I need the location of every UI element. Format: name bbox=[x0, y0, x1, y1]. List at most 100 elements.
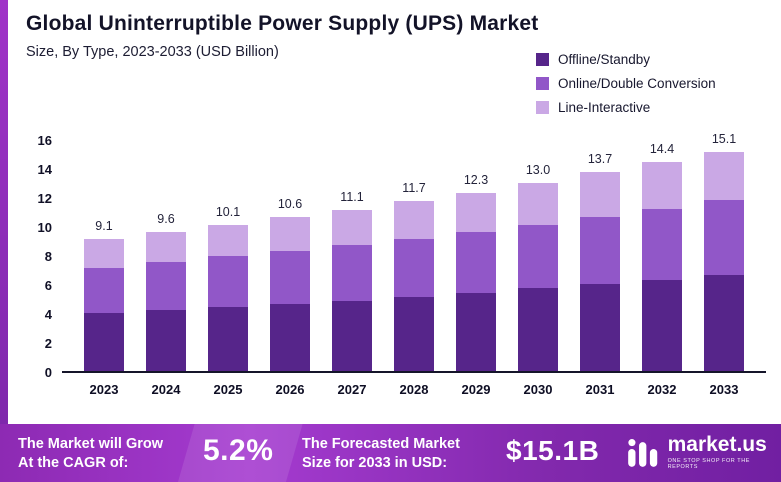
legend-label: Online/Double Conversion bbox=[558, 76, 716, 91]
bar-2029: 12.3 bbox=[456, 173, 496, 371]
bar-segment bbox=[456, 192, 496, 232]
bar-2033: 15.1 bbox=[704, 132, 744, 371]
bar-2030: 13.0 bbox=[518, 163, 558, 371]
bar-segment bbox=[146, 262, 186, 311]
bar-segment bbox=[146, 231, 186, 263]
legend-swatch bbox=[536, 101, 549, 114]
x-axis-label: 2025 bbox=[213, 382, 243, 397]
chart-header: Global Uninterruptible Power Supply (UPS… bbox=[26, 12, 539, 60]
brand-logo: market.us ONE STOP SHOP FOR THE REPORTS bbox=[626, 433, 781, 470]
bar-total-label: 12.3 bbox=[463, 172, 489, 187]
bar-segment bbox=[704, 275, 744, 371]
bar-2027: 11.1 bbox=[332, 190, 372, 371]
bar-total-label: 14.4 bbox=[649, 142, 675, 157]
y-tick-label: 4 bbox=[44, 307, 52, 322]
x-axis-label: 2027 bbox=[337, 382, 367, 397]
page-subtitle: Size, By Type, 2023-2033 (USD Billion) bbox=[26, 44, 279, 60]
bar-2028: 11.7 bbox=[394, 181, 434, 371]
bar-segment bbox=[270, 250, 310, 305]
bar-total-label: 13.0 bbox=[525, 162, 551, 177]
legend-item-2: Line-Interactive bbox=[536, 100, 716, 115]
bar-segment bbox=[518, 288, 558, 371]
bar-segment bbox=[332, 301, 372, 371]
bar-segment bbox=[270, 304, 310, 371]
x-axis-label: 2028 bbox=[399, 382, 429, 397]
bar-segment bbox=[704, 199, 744, 276]
cagr-label: The Market will Grow At the CAGR of: bbox=[18, 436, 164, 472]
brand-tagline: ONE STOP SHOP FOR THE REPORTS bbox=[667, 458, 750, 471]
bar-segment bbox=[580, 284, 620, 371]
legend-item-0: Offline/Standby bbox=[536, 52, 716, 67]
y-tick-label: 6 bbox=[44, 278, 52, 293]
x-axis-label: 2024 bbox=[151, 382, 181, 397]
bar-total-label: 15.1 bbox=[711, 132, 737, 147]
bar-segment bbox=[642, 162, 682, 209]
bar-total-label: 11.1 bbox=[340, 190, 364, 205]
bar-segment bbox=[704, 152, 744, 200]
bar-total-label: 11.7 bbox=[402, 181, 426, 196]
bar-total-label: 9.1 bbox=[95, 219, 113, 234]
y-tick-label: 10 bbox=[37, 220, 52, 235]
brand-text: market.us ONE STOP SHOP FOR THE REPORTS bbox=[668, 433, 781, 470]
bar-segment bbox=[394, 239, 434, 298]
bar-segment bbox=[270, 217, 310, 251]
y-tick-label: 0 bbox=[44, 365, 52, 380]
x-axis-label: 2029 bbox=[461, 382, 491, 397]
bar-2032: 14.4 bbox=[642, 142, 682, 371]
bar-total-label: 13.7 bbox=[587, 152, 613, 167]
legend-label: Line-Interactive bbox=[558, 100, 651, 115]
legend: Offline/Standby Online/Double Conversion L… bbox=[536, 52, 716, 115]
plot-area: 9.1 9.6 10.1 10.6 11.1 11.7 12.3 13.0 13.7 14.4 15… bbox=[62, 132, 766, 373]
bar-segment bbox=[518, 224, 558, 289]
x-axis: 2023 2024 2025 2026 2027 2028 2029 2030 2031 2032… bbox=[62, 382, 766, 397]
bar-segment bbox=[208, 256, 248, 308]
bar-chart-logo-icon bbox=[628, 438, 658, 467]
bar-segment bbox=[208, 307, 248, 371]
bar-2024: 9.6 bbox=[146, 212, 186, 371]
bar-segment bbox=[642, 208, 682, 280]
page-title: Global Uninterruptible Power Supply (UPS… bbox=[26, 12, 539, 35]
bar-total-label: 10.6 bbox=[277, 197, 303, 212]
forecast-value: $15.1B bbox=[506, 435, 600, 466]
x-axis-label: 2033 bbox=[709, 382, 739, 397]
legend-label: Offline/Standby bbox=[558, 52, 651, 67]
bar-segment bbox=[84, 313, 124, 371]
y-tick-label: 14 bbox=[37, 162, 52, 177]
bar-segment bbox=[518, 182, 558, 225]
bar-segment bbox=[332, 210, 372, 245]
cagr-value: 5.2% bbox=[203, 434, 274, 467]
bar-2023: 9.1 bbox=[84, 219, 124, 371]
x-axis-label: 2031 bbox=[585, 382, 615, 397]
x-axis-label: 2030 bbox=[523, 382, 553, 397]
bar-2031: 13.7 bbox=[580, 152, 620, 371]
y-tick-label: 2 bbox=[44, 336, 52, 351]
bar-segment bbox=[84, 239, 124, 269]
y-axis: 0 2 4 6 8 10 12 14 16 bbox=[22, 133, 52, 380]
footer-banner: The Market will Grow At the CAGR of: 5.2… bbox=[0, 424, 781, 482]
bar-segment bbox=[580, 217, 620, 284]
bar-segment bbox=[456, 292, 496, 371]
bar-segment bbox=[332, 244, 372, 302]
x-axis-label: 2023 bbox=[89, 382, 119, 397]
x-axis-label: 2032 bbox=[647, 382, 677, 397]
legend-item-1: Online/Double Conversion bbox=[536, 76, 716, 91]
y-tick-label: 12 bbox=[37, 191, 52, 206]
y-tick-label: 8 bbox=[44, 249, 52, 264]
y-tick-label: 16 bbox=[37, 133, 52, 148]
bar-segment bbox=[146, 310, 186, 371]
bar-segment bbox=[84, 268, 124, 313]
bar-total-label: 9.6 bbox=[157, 211, 175, 226]
legend-swatch bbox=[536, 53, 549, 66]
bar-segment bbox=[208, 224, 248, 257]
bar-segment bbox=[456, 231, 496, 293]
x-axis-label: 2026 bbox=[275, 382, 305, 397]
legend-swatch bbox=[536, 77, 549, 90]
bar-segment bbox=[394, 297, 434, 371]
bar-segment bbox=[642, 279, 682, 371]
bar-total-label: 10.1 bbox=[215, 204, 241, 219]
bar-2025: 10.1 bbox=[208, 205, 248, 371]
left-accent-stripe bbox=[0, 0, 8, 482]
bar-segment bbox=[580, 172, 620, 218]
bar-2026: 10.6 bbox=[270, 197, 310, 371]
